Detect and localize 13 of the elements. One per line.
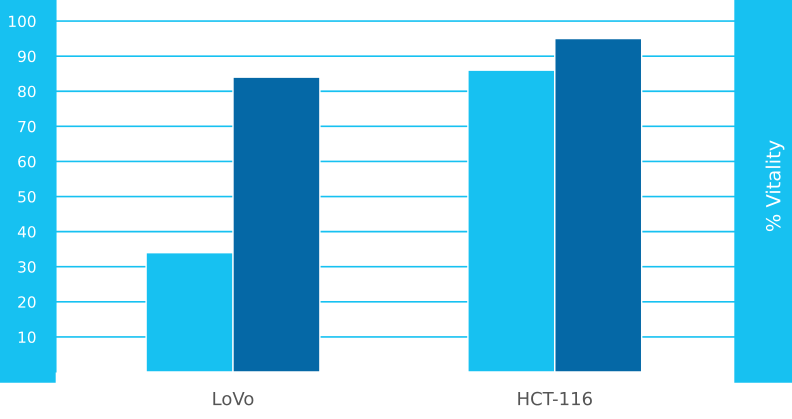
- y-tick-label: 60: [18, 156, 36, 168]
- y-tick-label: 100: [9, 16, 36, 28]
- y-tick-label: 80: [18, 86, 36, 98]
- y-tick-label: 70: [18, 120, 36, 132]
- y-tick-label: 30: [18, 261, 36, 273]
- y-axis-title: % Vitality: [766, 140, 784, 232]
- x-tick-label: LoVo: [213, 392, 254, 406]
- y-tick-label: 10: [18, 331, 36, 343]
- y-tick-label: 50: [18, 190, 36, 203]
- y-tick-label: 40: [18, 226, 36, 238]
- y-tick-label: 20: [18, 296, 36, 308]
- x-tick-label: HCT-116: [518, 392, 592, 406]
- y-tick-label: 90: [18, 50, 36, 62]
